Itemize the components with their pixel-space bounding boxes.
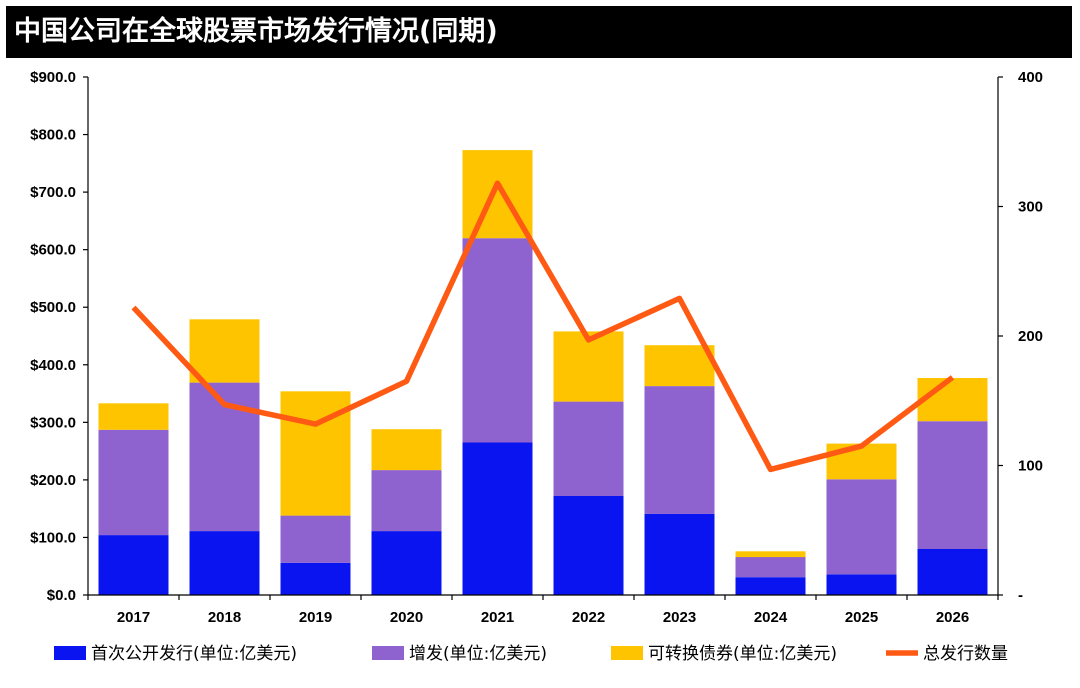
left-tick-label: $300.0 bbox=[30, 414, 76, 431]
bar-segment-2023-s0 bbox=[644, 513, 715, 595]
left-tick-label: $600.0 bbox=[30, 242, 76, 259]
right-tick-label: 100 bbox=[1018, 458, 1043, 475]
bar-segment-2020-s0 bbox=[371, 531, 442, 595]
bar-segment-2026-s1 bbox=[917, 421, 988, 549]
x-tick-label-2017: 2017 bbox=[117, 609, 150, 626]
bar-segment-2026-s2 bbox=[917, 378, 988, 422]
right-tick-label: 200 bbox=[1018, 328, 1043, 345]
line-series-total-issuance bbox=[131, 180, 955, 473]
chart-title: 中国公司在全球股票市场发行情况(同期) bbox=[6, 6, 1072, 58]
bar-segment-2023-s2 bbox=[644, 345, 715, 387]
left-tick-label: $800.0 bbox=[30, 127, 76, 144]
legend-swatch-2 bbox=[611, 646, 643, 660]
bar-segment-2017-s1 bbox=[98, 429, 169, 536]
bar-segment-2021-s1 bbox=[462, 238, 533, 443]
bars-layer bbox=[98, 150, 988, 595]
left-tick-label: $900.0 bbox=[30, 69, 76, 86]
legend-label-2: 可转换债券(单位:亿美元) bbox=[648, 644, 837, 664]
bar-segment-2017-s0 bbox=[98, 535, 169, 595]
bar-segment-2020-s2 bbox=[371, 429, 442, 471]
left-tick-label: $700.0 bbox=[30, 184, 76, 201]
left-tick-label: $400.0 bbox=[30, 357, 76, 374]
bar-segment-2026-s0 bbox=[917, 549, 988, 595]
bar-segment-2018-s0 bbox=[189, 531, 260, 595]
bar-segment-2025-s0 bbox=[826, 574, 897, 595]
right-tick-label: 300 bbox=[1018, 199, 1043, 216]
x-tick-label-2022: 2022 bbox=[572, 609, 605, 626]
bar-segment-2022-s2 bbox=[553, 331, 624, 402]
bar-segment-2018-s2 bbox=[189, 319, 260, 383]
legend-label-0: 首次公开发行(单位:亿美元) bbox=[91, 644, 297, 664]
bar-segment-2025-s2 bbox=[826, 443, 897, 480]
x-tick-label-2023: 2023 bbox=[663, 609, 696, 626]
x-tick-label-2019: 2019 bbox=[299, 609, 332, 626]
legend-swatch-0 bbox=[54, 646, 86, 660]
bar-segment-2023-s1 bbox=[644, 386, 715, 514]
x-tick-label-2024: 2024 bbox=[754, 609, 788, 626]
line-layer bbox=[131, 180, 955, 473]
left-tick-label: $500.0 bbox=[30, 299, 76, 316]
bar-segment-2020-s1 bbox=[371, 470, 442, 532]
bar-segment-2017-s2 bbox=[98, 403, 169, 430]
x-tick-label-2026: 2026 bbox=[936, 609, 969, 626]
legend: 首次公开发行(单位:亿美元) 增发(单位:亿美元) 可转换债券(单位:亿美元) 总发行… bbox=[54, 644, 1008, 664]
right-tick-label: - bbox=[1018, 587, 1023, 604]
legend-label-1: 增发(单位:亿美元) bbox=[409, 644, 547, 664]
bar-segment-2024-s1 bbox=[735, 557, 806, 578]
bar-segment-2024-s2 bbox=[735, 551, 806, 558]
x-tick-label-2018: 2018 bbox=[208, 609, 241, 626]
bar-segment-2022-s0 bbox=[553, 496, 624, 595]
left-tick-label: $200.0 bbox=[30, 472, 76, 489]
bar-segment-2022-s1 bbox=[553, 401, 624, 496]
left-tick-label: $0.0 bbox=[47, 587, 76, 604]
left-tick-label: $100.0 bbox=[30, 529, 76, 546]
axes-layer: $0.0 $100.0 $200.0 $300.0 $400.0 $500.0 $600.0… bbox=[30, 69, 1043, 626]
bar-segment-2024-s0 bbox=[735, 577, 806, 595]
bar-segment-2019-s0 bbox=[280, 562, 351, 595]
right-tick-label: 400 bbox=[1018, 69, 1043, 86]
legend-swatch-1 bbox=[372, 646, 404, 660]
x-tick-label-2020: 2020 bbox=[390, 609, 423, 626]
x-tick-label-2025: 2025 bbox=[845, 609, 878, 626]
x-tick-label-2021: 2021 bbox=[481, 609, 514, 626]
legend-label-3: 总发行数量 bbox=[923, 644, 1008, 664]
bar-segment-2025-s1 bbox=[826, 479, 897, 575]
bar-segment-2021-s0 bbox=[462, 442, 533, 595]
bar-segment-2019-s1 bbox=[280, 515, 351, 563]
